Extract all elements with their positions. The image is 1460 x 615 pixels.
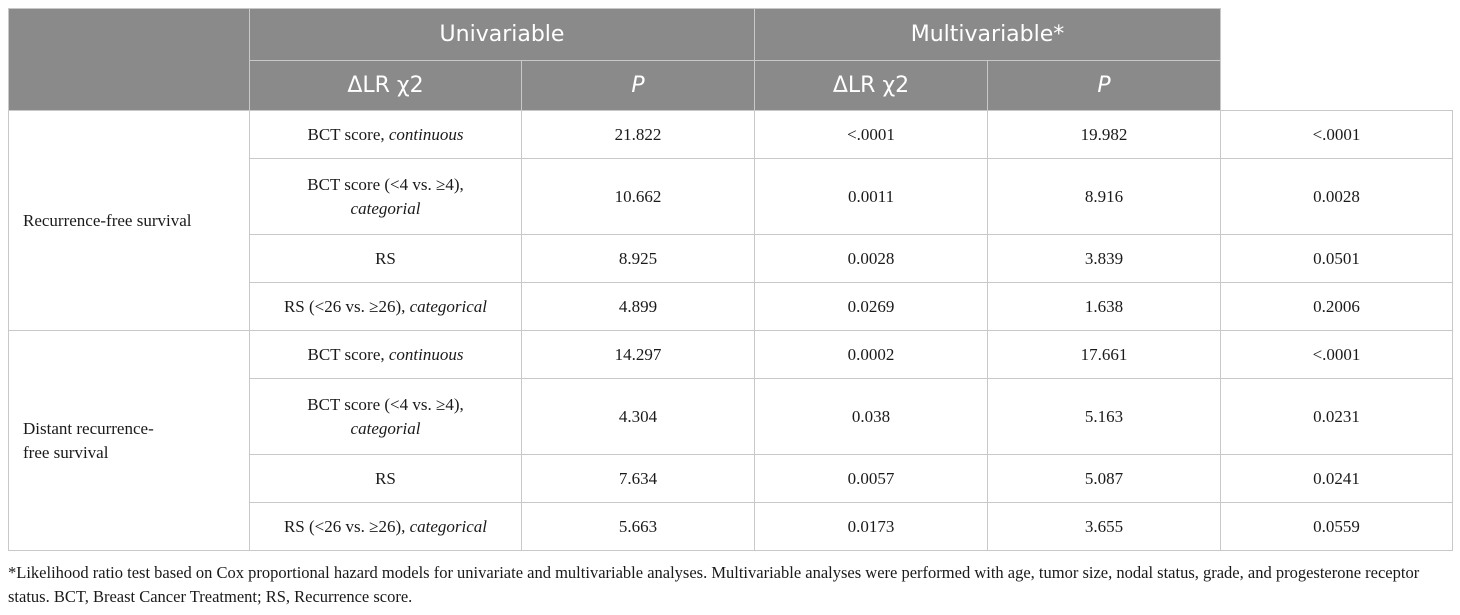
multi-p-cell: 0.2006	[1220, 282, 1454, 331]
multi-p-cell: 0.0501	[1220, 234, 1454, 283]
multi-lr-cell: 19.982	[987, 110, 1222, 159]
uni-lr-cell: 21.822	[520, 110, 756, 159]
header-multivariable: Multivariable*	[754, 8, 1222, 61]
multi-lr-cell: 3.839	[987, 234, 1222, 283]
results-table-container: Univariable Multivariable* ΔLR χ2 P ΔLR …	[8, 8, 1454, 551]
uni-p-cell: <.0001	[754, 110, 989, 159]
uni-p-cell: 0.0173	[754, 502, 989, 551]
multi-lr-cell: 5.087	[987, 454, 1222, 503]
header-blank-cell	[8, 8, 250, 111]
table-header: Univariable Multivariable* ΔLR χ2 P ΔLR …	[8, 8, 1453, 111]
multi-lr-cell: 1.638	[987, 282, 1222, 331]
header-univariable: Univariable	[248, 8, 756, 61]
table-row: RS (<26 vs. ≥26), categorical 4.899 0.02…	[9, 282, 1454, 331]
variable-cell: RS (<26 vs. ≥26), categorical	[249, 502, 522, 551]
header-row-top: Univariable Multivariable*	[8, 8, 1453, 111]
table-row: Recurrence-free survival BCT score, cont…	[8, 110, 1454, 331]
multi-p-cell: 0.0231	[1220, 378, 1454, 455]
table-row: RS (<26 vs. ≥26), categorical 5.663 0.01…	[9, 502, 1454, 551]
uni-p-cell: 0.0028	[754, 234, 989, 283]
header-uni-p: P	[520, 60, 756, 111]
uni-lr-cell: 10.662	[520, 158, 756, 235]
uni-lr-cell: 4.899	[520, 282, 756, 331]
table-row: BCT score (<4 vs. ≥4), categorial 4.304 0…	[9, 378, 1454, 455]
uni-p-cell: 0.0269	[754, 282, 989, 331]
group-label-rfs: Recurrence-free survival	[8, 110, 250, 331]
multi-lr-cell: 17.661	[987, 330, 1222, 379]
uni-lr-cell: 5.663	[520, 502, 756, 551]
multi-p-cell: 0.0559	[1220, 502, 1454, 551]
multi-p-cell: 0.0241	[1220, 454, 1454, 503]
uni-lr-cell: 8.925	[520, 234, 756, 283]
table-footnote: *Likelihood ratio test based on Cox prop…	[8, 563, 1420, 606]
multi-p-cell: 0.0028	[1220, 158, 1454, 235]
variable-cell: RS (<26 vs. ≥26), categorical	[249, 282, 522, 331]
uni-lr-cell: 4.304	[520, 378, 756, 455]
group-label-drfs: Distant recurrence-free survival	[8, 330, 250, 551]
multi-lr-cell: 8.916	[987, 158, 1222, 235]
uni-p-cell: 0.0011	[754, 158, 989, 235]
variable-cell: BCT score, continuous	[249, 330, 522, 379]
header-uni-delta-lr: ΔLR χ2	[249, 60, 522, 111]
header-row-sub: ΔLR χ2 P ΔLR χ2 P	[9, 60, 1453, 111]
multi-p-cell: <.0001	[1220, 330, 1454, 379]
variable-cell: RS	[249, 454, 522, 503]
header-multi-p: P	[987, 60, 1222, 111]
variable-cell: BCT score, continuous	[249, 110, 522, 159]
table-row: BCT score (<4 vs. ≥4), categorial 10.662 …	[9, 158, 1454, 235]
table-body: Recurrence-free survival BCT score, cont…	[8, 110, 1454, 551]
uni-lr-cell: 14.297	[520, 330, 756, 379]
multi-lr-cell: 3.655	[987, 502, 1222, 551]
multi-lr-cell: 5.163	[987, 378, 1222, 455]
uni-p-cell: 0.038	[754, 378, 989, 455]
table-row: RS 8.925 0.0028 3.839 0.0501	[9, 234, 1454, 283]
table-row: RS 7.634 0.0057 5.087 0.0241	[9, 454, 1454, 503]
variable-cell: BCT score (<4 vs. ≥4), categorial	[249, 378, 522, 455]
variable-cell: BCT score (<4 vs. ≥4), categorial	[249, 158, 522, 235]
uni-p-cell: 0.0002	[754, 330, 989, 379]
uni-lr-cell: 7.634	[520, 454, 756, 503]
uni-p-cell: 0.0057	[754, 454, 989, 503]
header-multi-delta-lr: ΔLR χ2	[754, 60, 989, 111]
results-table: Univariable Multivariable* ΔLR χ2 P ΔLR …	[8, 8, 1454, 551]
table-row: Distant recurrence-free survival BCT sco…	[8, 330, 1454, 551]
variable-cell: RS	[249, 234, 522, 283]
multi-p-cell: <.0001	[1220, 110, 1454, 159]
